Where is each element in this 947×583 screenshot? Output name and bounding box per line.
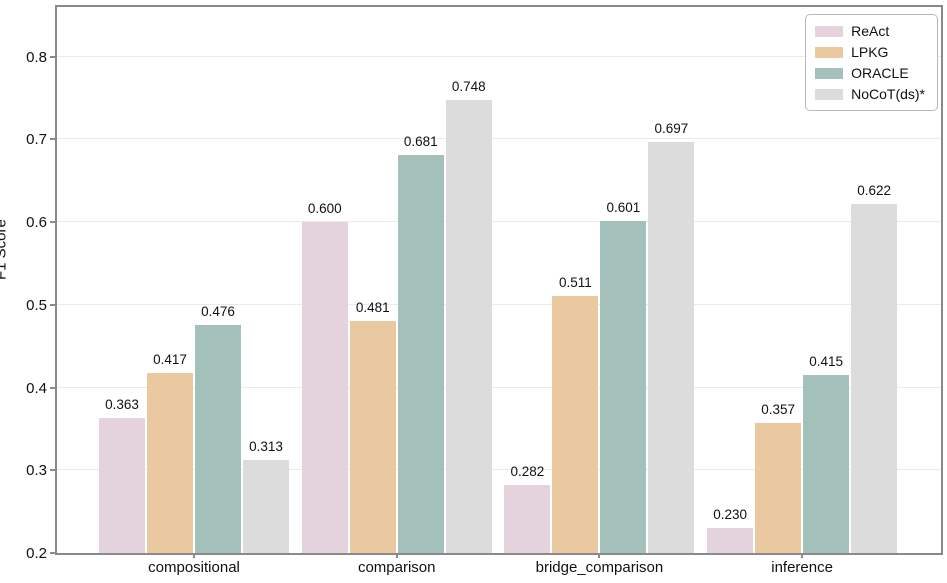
bar-group: 0.363 0.417 0.476 0.313	[99, 7, 290, 553]
y-tick-label: 0.2	[26, 545, 47, 562]
bar-value-label: 0.363	[105, 397, 139, 413]
bar: 0.282	[504, 464, 551, 553]
gridline	[57, 55, 941, 57]
gridline	[57, 221, 941, 223]
bar: 0.600	[301, 201, 348, 553]
bar-group: 0.230 0.357 0.415 0.622	[707, 7, 898, 553]
legend-swatch	[815, 25, 844, 37]
legend-label: NoCoT(ds)*	[851, 86, 925, 102]
bar: 0.363	[99, 397, 146, 553]
legend-swatch	[815, 88, 844, 100]
bar: 0.748	[445, 79, 492, 553]
x-category-label: inference	[771, 559, 833, 576]
bar: 0.511	[552, 275, 599, 553]
y-tick-mark	[50, 221, 55, 224]
bar-value-label: 0.511	[559, 274, 592, 290]
bar-value-label: 0.476	[201, 303, 235, 319]
x-tick-mark	[801, 553, 804, 558]
bar-value-label: 0.282	[510, 464, 545, 480]
x-category-label: compositional	[148, 559, 240, 576]
y-tick-mark	[50, 469, 55, 472]
bar-value-label: 0.748	[451, 78, 486, 94]
bar: 0.481	[349, 300, 396, 553]
bar-value-label: 0.600	[307, 201, 342, 217]
legend-label: ORACLE	[851, 65, 909, 81]
y-tick-label: 0.4	[26, 379, 47, 397]
y-tick-mark	[50, 138, 55, 141]
x-tick-mark	[193, 553, 196, 558]
y-tick-label: 0.6	[26, 214, 47, 232]
y-tick-mark	[50, 552, 55, 554]
bar-value-label: 0.415	[809, 354, 844, 370]
x-category-label: comparison	[357, 559, 436, 576]
legend-item: ORACLE	[815, 65, 925, 81]
legend-label: ReAct	[851, 23, 890, 39]
bar-value-label: 0.622	[857, 182, 892, 198]
legend-swatch	[815, 46, 844, 58]
bar-value-label: 0.681	[403, 134, 438, 150]
x-tick-mark	[598, 553, 601, 558]
legend-item: ReAct	[815, 23, 925, 39]
bar: 0.415	[803, 354, 850, 553]
bar-value-label: 0.697	[654, 120, 689, 136]
bar: 0.476	[195, 304, 242, 553]
y-tick-mark	[50, 303, 55, 306]
bar-value-label: 0.481	[355, 299, 390, 315]
gridline	[57, 469, 941, 471]
bar: 0.622	[851, 183, 898, 553]
y-tick-mark	[50, 55, 55, 58]
legend-swatch	[815, 67, 844, 79]
x-tick-mark	[395, 553, 398, 558]
y-tick-label: 0.5	[26, 296, 47, 314]
bar-value-label: 0.313	[249, 438, 283, 454]
y-tick-label: 0.7	[26, 131, 47, 149]
x-category-label: bridge_comparison	[535, 559, 664, 576]
bar-value-label: 0.417	[153, 352, 187, 368]
bar: 0.681	[397, 134, 444, 553]
bar: 0.230	[707, 507, 754, 553]
bar: 0.697	[648, 121, 695, 553]
plot-area: ReAct LPKG ORACLE NoCoT(ds)* 0.2 0.3 0.4 0.5 0.…	[26, 5, 943, 576]
bar-value-label: 0.230	[713, 507, 748, 523]
y-tick-mark	[50, 386, 55, 389]
legend-item: LPKG	[815, 44, 925, 60]
bar-group: 0.600 0.481 0.681 0.748	[301, 7, 492, 553]
gridline	[57, 303, 941, 305]
gridline	[57, 138, 941, 140]
bar: 0.313	[243, 439, 290, 553]
bar: 0.357	[755, 402, 802, 553]
bar-group: 0.282 0.511 0.601 0.697	[504, 7, 695, 553]
legend-item: NoCoT(ds)*	[815, 86, 925, 102]
y-tick-label: 0.8	[26, 48, 47, 66]
gridline	[57, 386, 941, 388]
bar-value-label: 0.357	[761, 402, 796, 418]
bar: 0.601	[600, 200, 647, 553]
bar: 0.417	[147, 352, 194, 553]
legend: ReAct LPKG ORACLE NoCoT(ds)*	[805, 14, 938, 111]
legend-label: LPKG	[851, 44, 889, 60]
y-tick-label: 0.3	[26, 462, 47, 480]
bar-value-label: 0.601	[606, 200, 641, 216]
